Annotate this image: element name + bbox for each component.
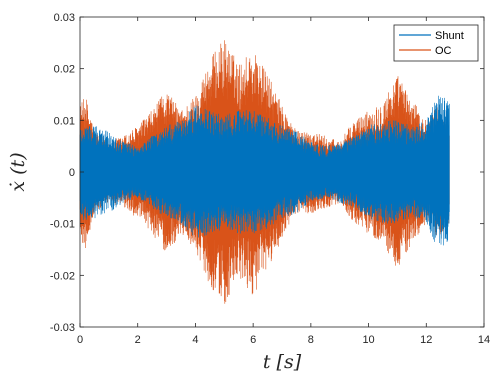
y-axis-ticks: 0.03 0.02 0.01 0 -0.01 -0.02 -0.03 [50,12,484,334]
y-tick-label: 0.02 [54,64,75,76]
y-tick-label: -0.01 [50,219,75,231]
x-tick-label: 14 [478,334,490,346]
x-tick-label: 10 [362,334,374,346]
x-tick-label: 6 [250,334,256,346]
x-axis-ticks: 0 2 4 6 8 10 12 14 [77,17,490,346]
y-axis-label: ẋ (t) [7,152,29,191]
x-tick-label: 12 [420,334,432,346]
y-tick-label: -0.02 [50,270,75,282]
y-tick-label: -0.03 [50,322,75,334]
y-tick-label: 0.01 [54,115,75,127]
x-tick-label: 0 [77,334,83,346]
y-tick-label: 0.03 [54,12,75,24]
x-tick-label: 8 [308,334,314,346]
series-shunt [79,95,450,246]
legend-label-shunt: Shunt [435,30,464,42]
plot-area [79,16,485,328]
x-tick-label: 4 [192,334,198,346]
x-tick-label: 2 [135,334,141,346]
legend-box [393,24,479,62]
legend-label-oc: OC [435,45,452,57]
series-trace-shunt [79,95,450,246]
y-tick-label: 0 [69,167,75,179]
x-axis-label: t [s] [263,351,302,373]
legend: Shunt OC [393,24,479,62]
